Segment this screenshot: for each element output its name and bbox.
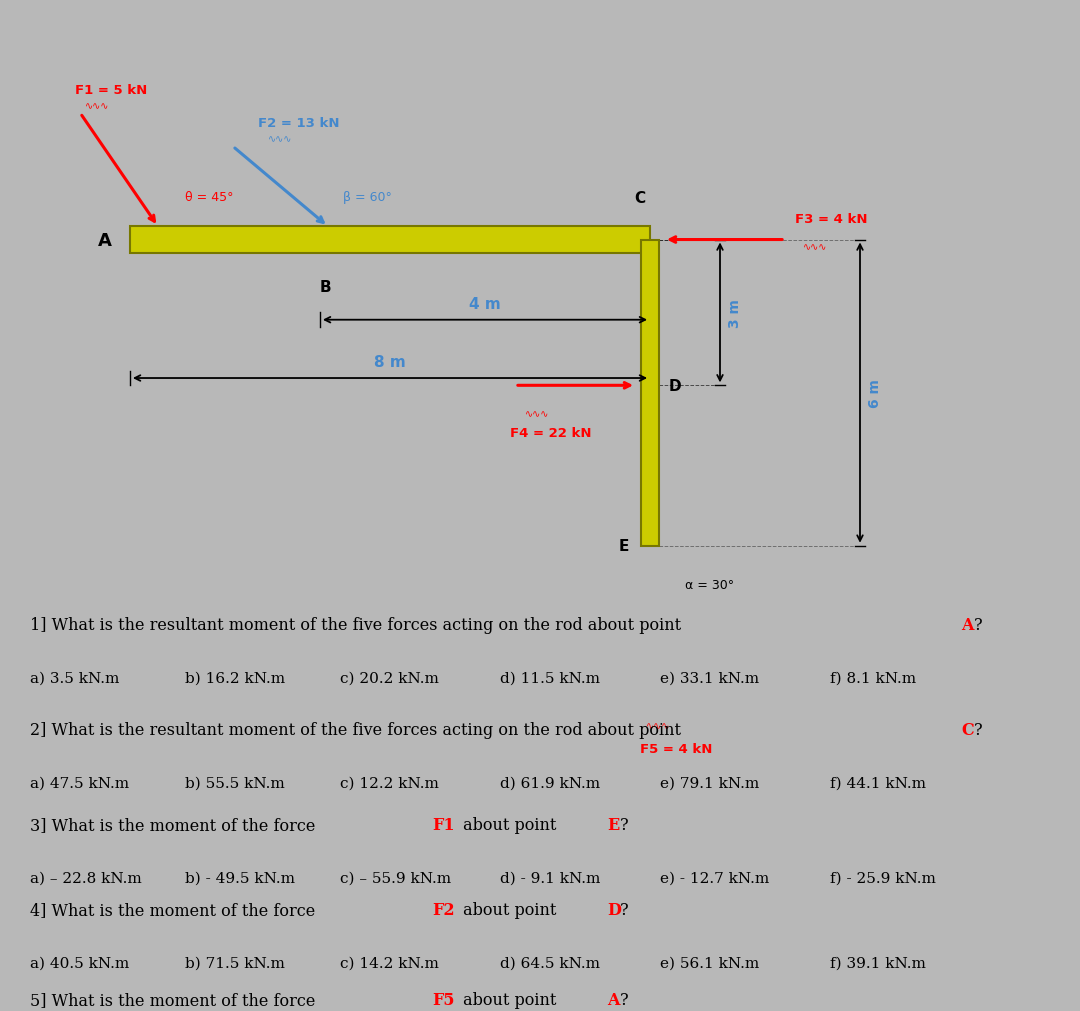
Text: D: D: [607, 901, 621, 918]
Text: ∿∿∿: ∿∿∿: [268, 134, 292, 145]
Text: ?: ?: [620, 991, 629, 1008]
Text: c) 20.2 kN.m: c) 20.2 kN.m: [340, 671, 438, 685]
Text: c) – 55.9 kN.m: c) – 55.9 kN.m: [340, 871, 451, 886]
Text: 1] What is the resultant moment of the five forces acting on the rod about point: 1] What is the resultant moment of the f…: [30, 617, 686, 634]
Text: B: B: [320, 280, 330, 294]
Text: e) - 12.7 kN.m: e) - 12.7 kN.m: [660, 871, 769, 886]
Text: e) 33.1 kN.m: e) 33.1 kN.m: [660, 671, 759, 685]
Text: b) 16.2 kN.m: b) 16.2 kN.m: [185, 671, 285, 685]
Text: F5 = 4 kN: F5 = 4 kN: [640, 743, 713, 755]
Text: about point: about point: [458, 901, 561, 918]
Text: 5] What is the moment of the force: 5] What is the moment of the force: [30, 991, 321, 1008]
Text: 2] What is the resultant moment of the five forces acting on the rod about point: 2] What is the resultant moment of the f…: [30, 721, 686, 738]
Text: A: A: [98, 232, 112, 250]
Text: 4] What is the moment of the force: 4] What is the moment of the force: [30, 901, 321, 918]
Text: b) - 49.5 kN.m: b) - 49.5 kN.m: [185, 871, 295, 886]
Text: c) 14.2 kN.m: c) 14.2 kN.m: [340, 956, 438, 970]
Text: about point: about point: [458, 991, 561, 1008]
Text: α = 30°: α = 30°: [685, 578, 734, 591]
Text: F5: F5: [432, 991, 455, 1008]
Text: E: E: [607, 816, 619, 833]
Text: d) - 9.1 kN.m: d) - 9.1 kN.m: [500, 871, 600, 886]
Text: A: A: [961, 617, 974, 634]
Text: ∿∿∿: ∿∿∿: [804, 242, 827, 252]
Text: θ = 45°: θ = 45°: [185, 191, 233, 204]
Text: e) 79.1 kN.m: e) 79.1 kN.m: [660, 776, 759, 791]
Text: E: E: [619, 539, 629, 554]
Text: β = 60°: β = 60°: [343, 191, 392, 204]
Text: 6 m: 6 m: [868, 379, 882, 407]
Text: 4 m: 4 m: [469, 296, 501, 311]
Text: A: A: [607, 991, 620, 1008]
Text: ∿∿∿: ∿∿∿: [646, 721, 671, 731]
Text: ?: ?: [974, 617, 983, 634]
Text: ∿∿∿: ∿∿∿: [525, 409, 550, 420]
Text: ∿∿∿: ∿∿∿: [85, 101, 109, 111]
Text: F2 = 13 kN: F2 = 13 kN: [258, 116, 339, 129]
Text: F4 = 22 kN: F4 = 22 kN: [510, 427, 592, 440]
Text: ?: ?: [974, 721, 983, 738]
Text: a) – 22.8 kN.m: a) – 22.8 kN.m: [30, 871, 141, 886]
Bar: [130, 227, 650, 254]
Text: C: C: [961, 721, 974, 738]
Text: f) - 25.9 kN.m: f) - 25.9 kN.m: [831, 871, 936, 886]
Text: b) 55.5 kN.m: b) 55.5 kN.m: [185, 776, 285, 791]
Text: d) 61.9 kN.m: d) 61.9 kN.m: [500, 776, 600, 791]
Text: b) 71.5 kN.m: b) 71.5 kN.m: [185, 956, 285, 970]
Text: F2: F2: [432, 901, 455, 918]
Text: F1 = 5 kN: F1 = 5 kN: [76, 84, 148, 96]
Text: f) 44.1 kN.m: f) 44.1 kN.m: [831, 776, 926, 791]
Text: f) 39.1 kN.m: f) 39.1 kN.m: [831, 956, 926, 970]
Text: d) 64.5 kN.m: d) 64.5 kN.m: [500, 956, 600, 970]
Text: ?: ?: [620, 901, 629, 918]
Text: about point: about point: [458, 816, 561, 833]
Text: a) 3.5 kN.m: a) 3.5 kN.m: [30, 671, 120, 685]
Text: c) 12.2 kN.m: c) 12.2 kN.m: [340, 776, 438, 791]
Text: C: C: [634, 190, 645, 205]
Text: 3 m: 3 m: [728, 298, 742, 328]
Bar: [642, 241, 659, 546]
Text: e) 56.1 kN.m: e) 56.1 kN.m: [660, 956, 759, 970]
Text: a) 40.5 kN.m: a) 40.5 kN.m: [30, 956, 130, 970]
Text: F3 = 4 kN: F3 = 4 kN: [795, 212, 867, 225]
Text: f) 8.1 kN.m: f) 8.1 kN.m: [831, 671, 916, 685]
Text: 3] What is the moment of the force: 3] What is the moment of the force: [30, 816, 321, 833]
Text: F1: F1: [432, 816, 455, 833]
Text: d) 11.5 kN.m: d) 11.5 kN.m: [500, 671, 600, 685]
Text: 8 m: 8 m: [374, 355, 406, 370]
Text: ?: ?: [620, 816, 629, 833]
Text: D: D: [669, 378, 681, 393]
Text: a) 47.5 kN.m: a) 47.5 kN.m: [30, 776, 130, 791]
